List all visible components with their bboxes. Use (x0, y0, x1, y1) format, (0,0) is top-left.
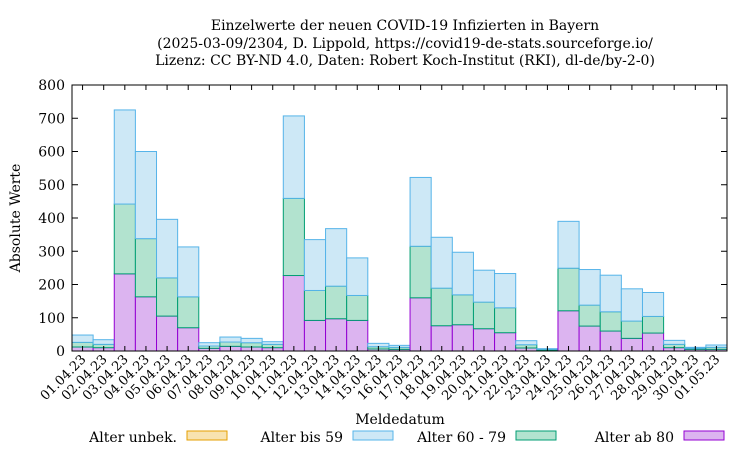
bar-13.04.23-series-1 (325, 285, 348, 320)
bar-14.04.23-series-1 (346, 294, 369, 321)
y-tick-label-600: 600 (38, 145, 65, 161)
x-axis-label: Meldedatum (355, 412, 445, 428)
bar-14.04.23-series-2 (346, 257, 369, 296)
bar-27.04.23-series-2 (620, 288, 643, 322)
bar-24.04.23-series-0 (557, 310, 580, 352)
bar-12.04.23-series-2 (303, 239, 327, 291)
chart-title: Einzelwerte der neuen COVID-19 Infiziert… (155, 18, 655, 69)
bar-05.04.23-series-1 (156, 277, 179, 317)
y-tick-label-500: 500 (38, 178, 65, 194)
bar-28.04.23-series-2 (641, 291, 665, 317)
bar-25.04.23-series-2 (578, 269, 601, 306)
bar-17.04.23-series-0 (409, 297, 432, 352)
bar-05.04.23-series-2 (156, 218, 179, 279)
bar-08.04.23-series-2 (219, 336, 242, 343)
chart-title-line-2: (2025-03-09/2304, D. Lippold, https://co… (157, 36, 653, 52)
bar-19.04.23-series-2 (451, 251, 474, 296)
y-tick-label-700: 700 (38, 111, 65, 127)
legend-label-0: Alter unbek. (88, 430, 177, 446)
bar-21.04.23-series-2 (494, 273, 517, 309)
bar-17.04.23-series-1 (409, 245, 432, 299)
bar-19.04.23-series-1 (451, 294, 474, 326)
legend-label-2: Alter 60 - 79 (416, 430, 506, 446)
y-tick-label-200: 200 (38, 278, 65, 294)
bar-04.04.23-series-2 (134, 151, 158, 240)
legend: Alter unbek. Alter bis 59 Alter 60 - 79 Alt… (88, 430, 725, 446)
chart-title-line-3: Lizenz: CC BY-ND 4.0, Daten: Robert Koch… (155, 53, 655, 69)
bar-26.04.23-series-2 (599, 274, 622, 313)
bar-01.04.23-series-2 (71, 334, 94, 343)
y-tick-label-0: 0 (56, 344, 65, 360)
bar-06.04.23-series-2 (177, 246, 200, 298)
bar-04.04.23-series-1 (134, 238, 158, 298)
y-tick-label-800: 800 (38, 78, 65, 94)
bar-11.04.23-series-1 (282, 197, 305, 277)
bar-07.04.23-series-2 (198, 342, 221, 347)
bar-22.04.23-series-2 (515, 340, 538, 346)
bars-layer (71, 109, 728, 352)
legend-label-3: Alter ab 80 (594, 430, 674, 446)
bar-17.04.23-series-2 (409, 176, 432, 247)
legend-label-1: Alter bis 59 (259, 430, 343, 446)
bar-12.04.23-series-1 (303, 289, 327, 321)
bar-08.04.23-series-1 (219, 341, 242, 347)
bar-21.04.23-series-1 (494, 307, 517, 334)
y-axis-label: Absolute Werte (8, 164, 24, 274)
bar-03.04.23-series-2 (113, 109, 136, 205)
bar-03.04.23-series-1 (113, 203, 136, 275)
bar-20.04.23-series-2 (472, 269, 496, 303)
chart-title-line-1: Einzelwerte der neuen COVID-19 Infiziert… (211, 18, 599, 34)
bar-02.04.23-series-2 (92, 339, 115, 345)
bar-24.04.23-series-2 (557, 220, 580, 269)
y-tick-label-400: 400 (38, 211, 65, 227)
bar-18.04.23-series-1 (430, 287, 453, 327)
y-tick-label-300: 300 (38, 244, 65, 260)
bar-26.04.23-series-1 (599, 311, 622, 332)
legend-swatch-3 (683, 430, 725, 441)
bar-10.04.23-series-2 (261, 341, 284, 345)
bar-03.04.23-series-0 (113, 273, 136, 352)
y-axis: 0 100 200 300 400 500 600 700 800 (38, 78, 727, 360)
y-tick-label-100: 100 (38, 311, 65, 327)
bar-18.04.23-series-2 (430, 236, 453, 289)
bar-13.04.23-series-2 (325, 228, 348, 287)
legend-swatch-1 (352, 430, 394, 441)
bar-11.04.23-series-2 (282, 115, 305, 199)
bar-05.04.23-series-0 (156, 315, 179, 352)
x-axis: 01.04.2302.04.2303.04.2304.04.2305.04.23… (38, 85, 723, 404)
bar-09.04.23-series-2 (240, 337, 263, 344)
bar-11.04.23-series-0 (282, 275, 305, 352)
bar-25.04.23-series-1 (578, 304, 601, 327)
legend-swatch-2 (515, 430, 557, 441)
bar-29.04.23-series-2 (663, 339, 686, 345)
bar-27.04.23-series-1 (620, 320, 643, 339)
bar-06.04.23-series-1 (177, 296, 200, 329)
bar-28.04.23-series-1 (641, 315, 665, 334)
legend-swatch-0 (186, 430, 228, 441)
bar-04.04.23-series-0 (134, 296, 158, 352)
bar-24.04.23-series-1 (557, 267, 580, 312)
bar-20.04.23-series-1 (472, 301, 496, 330)
